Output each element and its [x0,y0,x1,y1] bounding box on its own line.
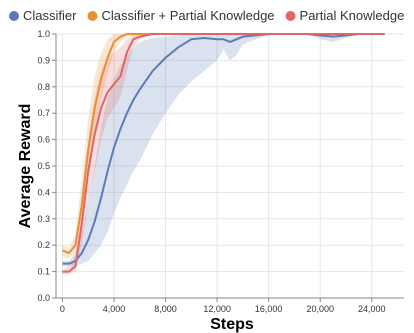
y-tick-label: 0.4 [37,187,50,197]
legend-label-1: Classifier + Partial Knowledge [101,8,274,23]
confidence-band-0 [62,34,385,267]
y-tick-label: 1.0 [37,29,50,39]
legend: Classifier Classifier + Partial Knowledge… [9,8,404,23]
grid [56,33,404,299]
legend-marker-2 [285,11,296,21]
y-tick-label: 0.6 [37,135,50,145]
x-tick-label: 12,000 [203,304,231,314]
legend-marker-1 [87,11,98,21]
y-tick-label: 0.7 [37,108,50,118]
y-tick-label: 0.3 [37,214,50,224]
x-tick-label: 20,000 [306,304,334,314]
y-axis-label: Average Reward [17,104,34,229]
tick-labels: 0.0 0.1 0.2 0.3 0.4 0.5 0.6 0.7 0.8 0.9 1.0 0 4,000 8… [37,29,385,314]
x-tick-label: 16,000 [255,304,283,314]
x-axis-label: Steps [210,316,254,333]
y-tick-label: 0.1 [37,267,50,277]
confidence-bands [62,34,385,275]
y-tick-label: 0.9 [37,55,50,65]
legend-label-0: Classifier [23,8,77,23]
legend-label-2: Partial Knowledge [300,8,405,23]
y-tick-label: 0.8 [37,82,50,92]
x-tick-label: 0 [60,304,65,314]
series-lines [62,33,385,273]
x-tick-label: 4,000 [103,304,126,314]
series-line-2 [62,33,385,273]
y-tick-label: 0.0 [37,293,50,303]
y-tick-label: 0.5 [37,161,50,171]
x-tick-label: 24,000 [358,304,386,314]
x-tick-label: 8,000 [154,304,177,314]
y-tick-label: 0.2 [37,240,50,250]
legend-marker-0 [9,11,19,21]
